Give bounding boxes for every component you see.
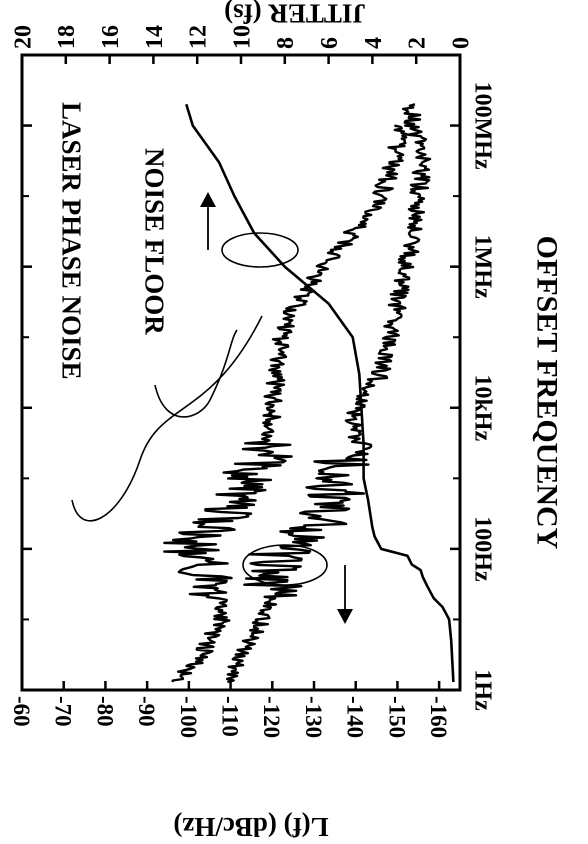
x-tick-label: 100Hz: [470, 516, 496, 582]
series-line-1: [225, 103, 432, 684]
left-axis-tick-label: -80: [92, 696, 117, 727]
x-tick-label: 100MHz: [470, 82, 496, 170]
noise-floor-leader-line: [154, 329, 238, 418]
left-axis-title: L(f) (dBc/Hz): [173, 812, 328, 839]
annotation-noise-floor: NOISE FLOOR: [140, 148, 170, 335]
annotation-laser-phase-noise: LASER PHASE NOISE: [57, 102, 87, 380]
left-axis-tick-label: -100: [176, 696, 201, 738]
left-axis-tick-label: -120: [259, 696, 284, 738]
series-line-2: [185, 103, 455, 683]
left-axis-tick-label: -160: [426, 696, 451, 738]
series-line-0: [163, 124, 409, 683]
left-axis-tick-label: -140: [343, 696, 368, 738]
right-axis-tick-label: 6: [317, 37, 343, 49]
x-tick-label: 1MHz: [470, 235, 496, 299]
left-axis-tick-label: -110: [218, 696, 243, 737]
right-axis-title: JITTER (fs): [224, 0, 366, 29]
right-axis-tick-label: 4: [361, 37, 387, 49]
right-axis-tick-label: 14: [142, 25, 168, 49]
jitter-arrow-head: [200, 192, 216, 207]
right-axis-tick-label: 20: [10, 25, 36, 49]
right-axis-tick-label: 18: [54, 25, 80, 49]
right-axis-tick-label: 12: [186, 25, 212, 49]
left-axis-tick-label: -150: [384, 696, 409, 738]
right-axis-tick-label: 8: [273, 37, 299, 49]
right-axis-tick-label: 16: [98, 25, 124, 49]
left-axis-tick-label: -90: [134, 696, 159, 727]
series-layer: [163, 103, 455, 684]
left-axis-tick-label: -70: [51, 696, 76, 727]
phase-noise-arrow-head: [337, 609, 353, 624]
x-axis-title: OFFSET FREQUENCY: [531, 236, 564, 550]
x-tick-label: 1Hz: [470, 669, 496, 711]
laser-leader-line: [71, 315, 263, 522]
right-axis-tick-label: 10: [229, 25, 255, 49]
right-axis-tick-label: 2: [405, 37, 431, 49]
axis-layer: [20, 55, 462, 692]
left-axis-tick-label: -130: [301, 696, 326, 738]
right-axis-tick-label: 0: [448, 37, 474, 49]
phase-noise-ellipse: [242, 544, 328, 586]
annotation-layer: [71, 192, 353, 624]
left-axis-tick-label: -60: [9, 696, 34, 727]
jitter-ellipse: [221, 232, 299, 268]
x-tick-label: 10kHz: [470, 374, 496, 441]
